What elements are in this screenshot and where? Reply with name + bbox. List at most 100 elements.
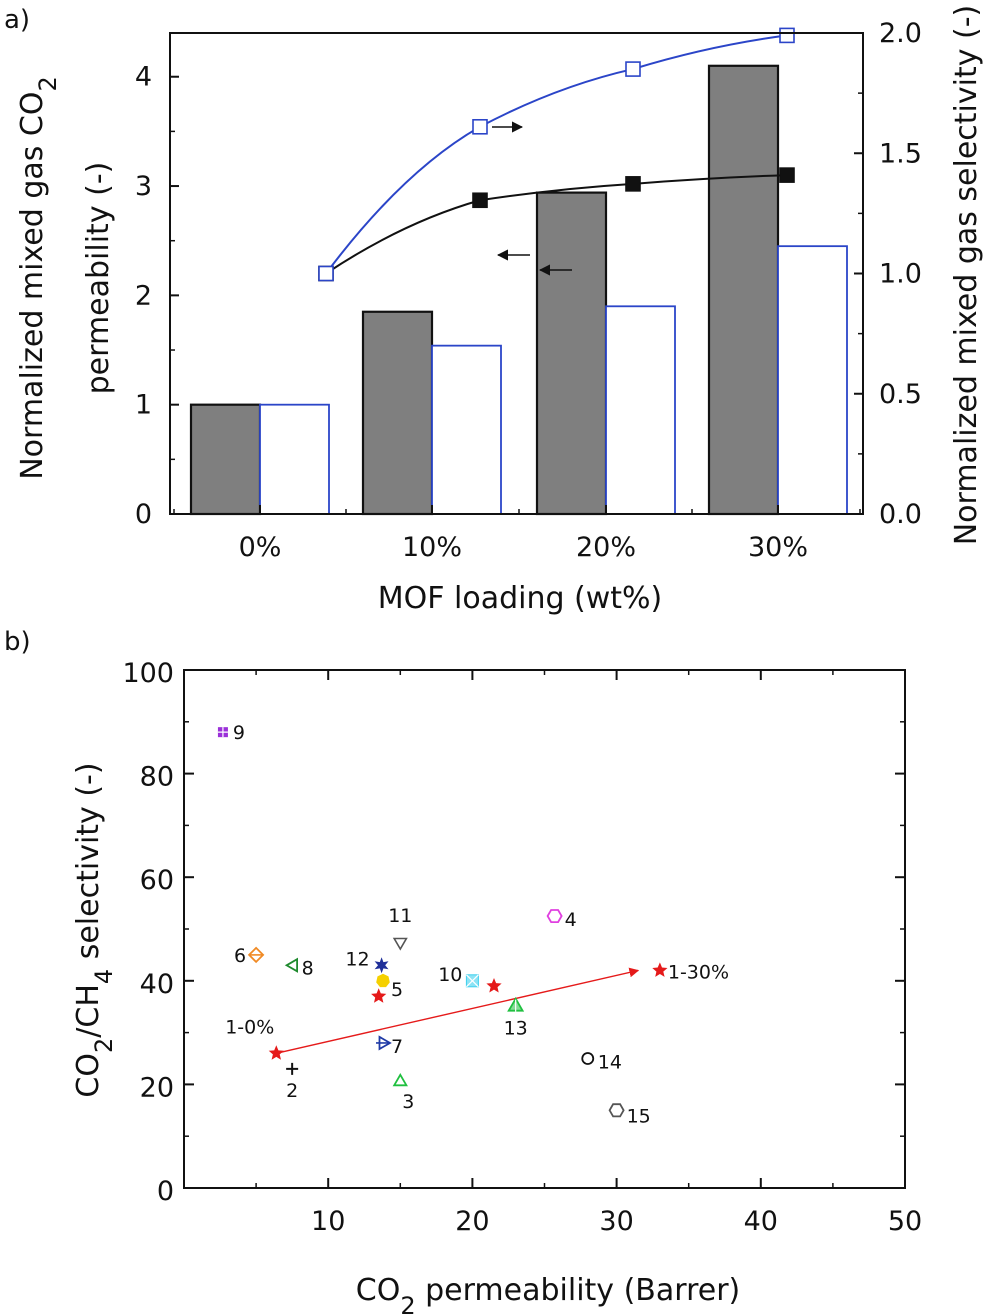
point-label: 4 <box>565 909 577 931</box>
scatter-point: 7 <box>375 1035 403 1058</box>
filled-square-marker <box>779 167 795 183</box>
selectivity-bar <box>259 403 330 515</box>
x-tick-label: 40 <box>744 1206 778 1237</box>
heptagon-marker <box>376 973 390 988</box>
point-label: 12 <box>345 948 369 970</box>
circle-marker <box>581 1052 595 1065</box>
star-marker <box>268 1045 284 1060</box>
scatter-point: 4 <box>546 909 577 931</box>
right-tick-label: 1.0 <box>879 259 922 290</box>
selectivity-bar <box>777 245 848 515</box>
scatter-point: 10 <box>438 964 479 988</box>
scatter-point: 9 <box>217 722 245 744</box>
y-tick-label: 80 <box>140 762 174 793</box>
scatter-point: 1-0% <box>225 1016 284 1060</box>
right-tick-label: 0.5 <box>879 379 922 410</box>
star6-marker <box>374 957 389 974</box>
right-tick-label: 0.0 <box>879 499 922 530</box>
left-tick-label: 3 <box>135 171 152 202</box>
panel-b-label: b) <box>4 627 31 657</box>
grid-lines <box>217 727 228 738</box>
x-lines <box>465 974 479 988</box>
open-square-marker <box>779 27 795 44</box>
scatter-point: 6 <box>234 945 265 967</box>
point-label: 13 <box>504 1018 528 1040</box>
selectivity-bar <box>605 305 676 515</box>
scatter-point: 8 <box>284 957 314 979</box>
point-label: 10 <box>438 964 462 986</box>
point-label: 14 <box>598 1052 622 1074</box>
panel-a-bars <box>189 64 848 516</box>
open-square-marker <box>625 61 641 77</box>
star-marker <box>652 962 668 977</box>
permeability-bar <box>707 64 780 516</box>
filled-square-marker <box>625 176 641 192</box>
panel-b: b) 0 20 40 60 80 100 10 20 30 40 50 9 6 8 12 11 5 10 13 4 7… <box>4 627 922 1315</box>
point-label: 3 <box>402 1091 414 1113</box>
star-marker <box>486 978 502 993</box>
x-category-label: 30% <box>748 532 808 563</box>
y-tick-label: 20 <box>140 1072 174 1103</box>
point-label: 5 <box>391 979 403 1001</box>
filled-square-marker <box>472 192 488 209</box>
right-tick-label: 2.0 <box>879 18 922 49</box>
scatter-point: 1-30% <box>652 961 729 983</box>
permeability-bar <box>189 403 262 516</box>
permeability-bar <box>535 191 608 516</box>
x-tick-label: 30 <box>599 1206 633 1237</box>
left-tick-label: 4 <box>135 62 152 93</box>
scatter-point: 13 <box>504 996 528 1040</box>
scatter-point: 2 <box>286 1062 298 1102</box>
panel-b-trend <box>276 967 640 1055</box>
left-tick-label: 2 <box>135 280 152 311</box>
panel-b-x-axis-title: CO2 permeability (Barrer) <box>356 1273 741 1315</box>
point-label: 7 <box>391 1036 403 1058</box>
hexagon-marker <box>608 1103 625 1118</box>
y-tick-label: 100 <box>122 658 174 689</box>
triangle-left-marker <box>284 957 298 973</box>
triangle-up-marker <box>392 1073 408 1087</box>
point-label: 8 <box>302 957 314 979</box>
panel-a-left-axis-title-line2: permeability (-) <box>81 162 116 395</box>
scatter-point: 14 <box>581 1052 622 1074</box>
open-square-marker <box>318 265 334 282</box>
scatter-point: 5 <box>376 973 403 1001</box>
selectivity-bar <box>431 344 502 515</box>
x-category-label: 20% <box>576 532 636 563</box>
x-category-label: 10% <box>402 532 462 563</box>
selectivity-line <box>325 34 788 275</box>
trend-arrow <box>276 967 640 1055</box>
panel-b-ticks: 0 20 40 60 80 100 10 20 30 40 50 <box>122 658 922 1237</box>
x-tick-label: 50 <box>888 1206 922 1237</box>
point-label: 6 <box>234 945 246 967</box>
panel-b-y-axis-title: CO2/CH4 selectivity (-) <box>71 762 118 1097</box>
panel-a: a) 0 1 2 3 4 0.0 0.5 1.0 1.5 2.0 0% 10% 20% 30% MOF l… <box>4 5 984 616</box>
panel-a-lines <box>318 27 795 282</box>
hexagon-marker <box>546 909 563 923</box>
x-category-label: 0% <box>239 532 282 563</box>
left-tick-label: 0 <box>135 499 152 530</box>
panel-a-right-axis-title: Normalized mixed gas selectivity (-) <box>949 5 984 546</box>
panel-a-label: a) <box>4 5 30 35</box>
scatter-point: 3 <box>392 1073 414 1113</box>
scatter-point: 15 <box>608 1103 651 1127</box>
point-label: 15 <box>627 1105 651 1127</box>
panel-a-left-axis-title-line1: Normalized mixed gas CO2 <box>15 76 62 480</box>
panel-a-ticks: 0 1 2 3 4 0.0 0.5 1.0 1.5 2.0 0% 10% 20% 30% <box>135 18 922 563</box>
point-label: 1-0% <box>225 1016 274 1038</box>
permeability-bar <box>361 310 434 516</box>
point-label: 2 <box>286 1080 298 1102</box>
open-square-marker <box>472 118 488 135</box>
point-label: 11 <box>388 905 412 927</box>
left-tick-label: 1 <box>135 390 152 421</box>
scatter-point <box>486 978 502 993</box>
scatter-point: 11 <box>388 905 412 951</box>
panel-b-points: 9 6 8 12 11 5 10 13 4 7 2 3 14 15 1-0% 1-30% <box>217 722 729 1127</box>
scatter-point: 12 <box>345 948 389 974</box>
y-tick-label: 40 <box>140 969 174 1000</box>
right-tick-label: 1.5 <box>879 138 922 169</box>
triangle-down-marker <box>392 937 408 951</box>
point-label: 9 <box>233 722 245 744</box>
y-tick-label: 60 <box>140 865 174 896</box>
